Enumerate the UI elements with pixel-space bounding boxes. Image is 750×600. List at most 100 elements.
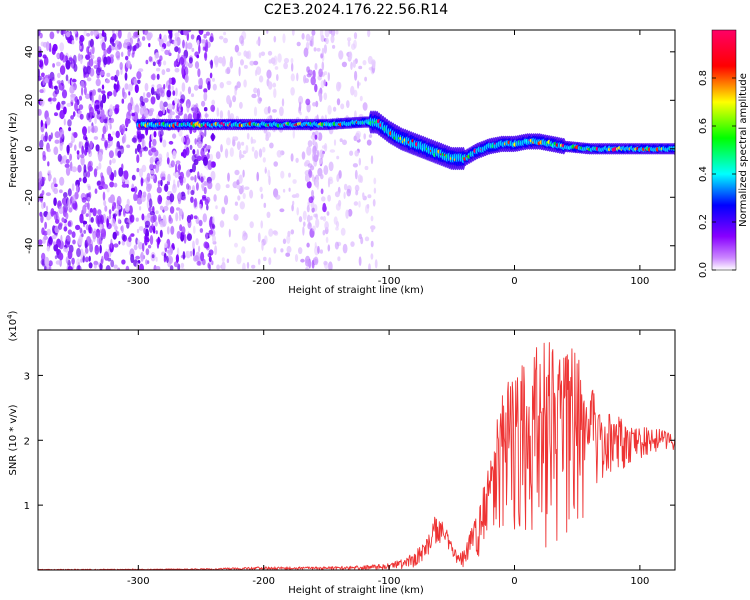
- noise-speckle: [133, 78, 138, 86]
- noise-speckle: [199, 228, 204, 233]
- noise-speckle: [110, 54, 114, 59]
- noise-speckle: [105, 265, 111, 270]
- noise-speckle: [291, 62, 294, 72]
- noise-speckle: [51, 85, 54, 90]
- noise-speckle: [70, 141, 73, 146]
- noise-speckle: [123, 170, 129, 180]
- noise-speckle: [224, 148, 229, 159]
- noise-speckle: [161, 170, 166, 175]
- noise-speckle: [201, 100, 206, 107]
- noise-speckle: [211, 99, 216, 106]
- noise-speckle: [38, 75, 43, 81]
- noise-speckle: [125, 265, 130, 270]
- noise-speckle: [291, 30, 295, 36]
- noise-speckle: [358, 157, 361, 166]
- noise-speckle: [71, 166, 78, 173]
- noise-speckle: [334, 191, 340, 198]
- noise-speckle: [286, 234, 291, 244]
- noise-speckle: [118, 145, 124, 150]
- noise-speckle: [207, 262, 210, 269]
- noise-speckle: [203, 88, 208, 93]
- noise-speckle: [182, 39, 185, 49]
- snr-ytick-label: 1: [24, 501, 30, 512]
- noise-speckle: [292, 200, 295, 206]
- noise-speckle: [85, 54, 91, 60]
- noise-speckle: [106, 47, 112, 54]
- noise-speckle: [163, 60, 167, 66]
- noise-speckle: [136, 167, 140, 173]
- noise-speckle: [263, 256, 267, 262]
- noise-speckle: [306, 242, 310, 248]
- noise-speckle: [259, 186, 263, 193]
- noise-speckle: [65, 256, 70, 264]
- noise-speckle: [319, 30, 324, 39]
- noise-speckle: [249, 189, 254, 199]
- noise-speckle: [59, 109, 65, 120]
- noise-speckle: [223, 195, 229, 206]
- noise-speckle: [115, 83, 121, 92]
- noise-speckle: [108, 196, 113, 203]
- noise-speckle: [161, 69, 166, 76]
- noise-speckle: [95, 104, 100, 109]
- noise-speckle: [115, 69, 120, 77]
- noise-speckle: [319, 157, 323, 165]
- noise-speckle: [312, 174, 315, 182]
- snr-panel: -300 -200 -100 0 100 1 2 3 Height of straight l…: [6, 310, 676, 596]
- noise-speckle: [83, 252, 87, 256]
- noise-speckle: [339, 138, 343, 143]
- noise-speckle: [70, 115, 74, 120]
- noise-speckle: [99, 244, 102, 254]
- noise-speckle: [40, 41, 45, 47]
- noise-speckle: [313, 213, 317, 218]
- noise-speckle: [138, 68, 144, 72]
- noise-speckle: [234, 88, 237, 96]
- noise-speckle: [99, 262, 103, 270]
- noise-speckle: [194, 138, 197, 145]
- noise-speckle: [214, 245, 218, 256]
- noise-speckle: [56, 101, 61, 111]
- noise-speckle: [89, 58, 94, 67]
- noise-speckle: [43, 135, 48, 142]
- noise-speckle: [150, 215, 156, 224]
- noise-speckle: [110, 238, 113, 249]
- noise-speckle: [87, 196, 91, 201]
- noise-speckle: [156, 67, 161, 72]
- noise-speckle: [114, 74, 118, 82]
- noise-speckle: [142, 242, 145, 252]
- noise-speckle: [350, 241, 355, 247]
- noise-speckle: [209, 36, 214, 43]
- noise-speckle: [283, 57, 290, 64]
- noise-speckle: [151, 133, 154, 141]
- noise-speckle: [197, 134, 202, 142]
- noise-speckle: [197, 171, 200, 179]
- noise-speckle: [78, 177, 82, 182]
- snr-xlabel: Height of straight line (km): [288, 585, 424, 596]
- noise-speckle: [84, 202, 89, 208]
- noise-speckle: [121, 259, 126, 265]
- noise-speckle: [103, 56, 108, 65]
- noise-speckle: [296, 72, 299, 82]
- noise-speckle: [263, 202, 267, 208]
- noise-speckle: [208, 218, 213, 228]
- noise-speckle: [268, 228, 274, 237]
- noise-speckle: [167, 103, 173, 110]
- noise-speckle: [358, 65, 363, 70]
- noise-speckle: [104, 140, 109, 148]
- noise-speckle: [232, 95, 237, 103]
- noise-speckle: [68, 207, 73, 213]
- noise-speckle: [77, 164, 82, 173]
- noise-speckle: [40, 119, 43, 128]
- noise-speckle: [143, 227, 147, 234]
- noise-speckle: [286, 245, 292, 254]
- noise-speckle: [98, 151, 103, 162]
- noise-speckle: [349, 150, 354, 156]
- noise-speckle: [306, 204, 310, 213]
- noise-speckle: [131, 52, 135, 58]
- noise-speckle: [181, 66, 185, 76]
- noise-speckle: [72, 239, 76, 245]
- noise-speckle: [268, 175, 271, 186]
- noise-speckle: [61, 100, 66, 105]
- noise-speckle: [109, 117, 115, 124]
- noise-speckle: [296, 41, 301, 47]
- noise-speckle: [118, 240, 121, 245]
